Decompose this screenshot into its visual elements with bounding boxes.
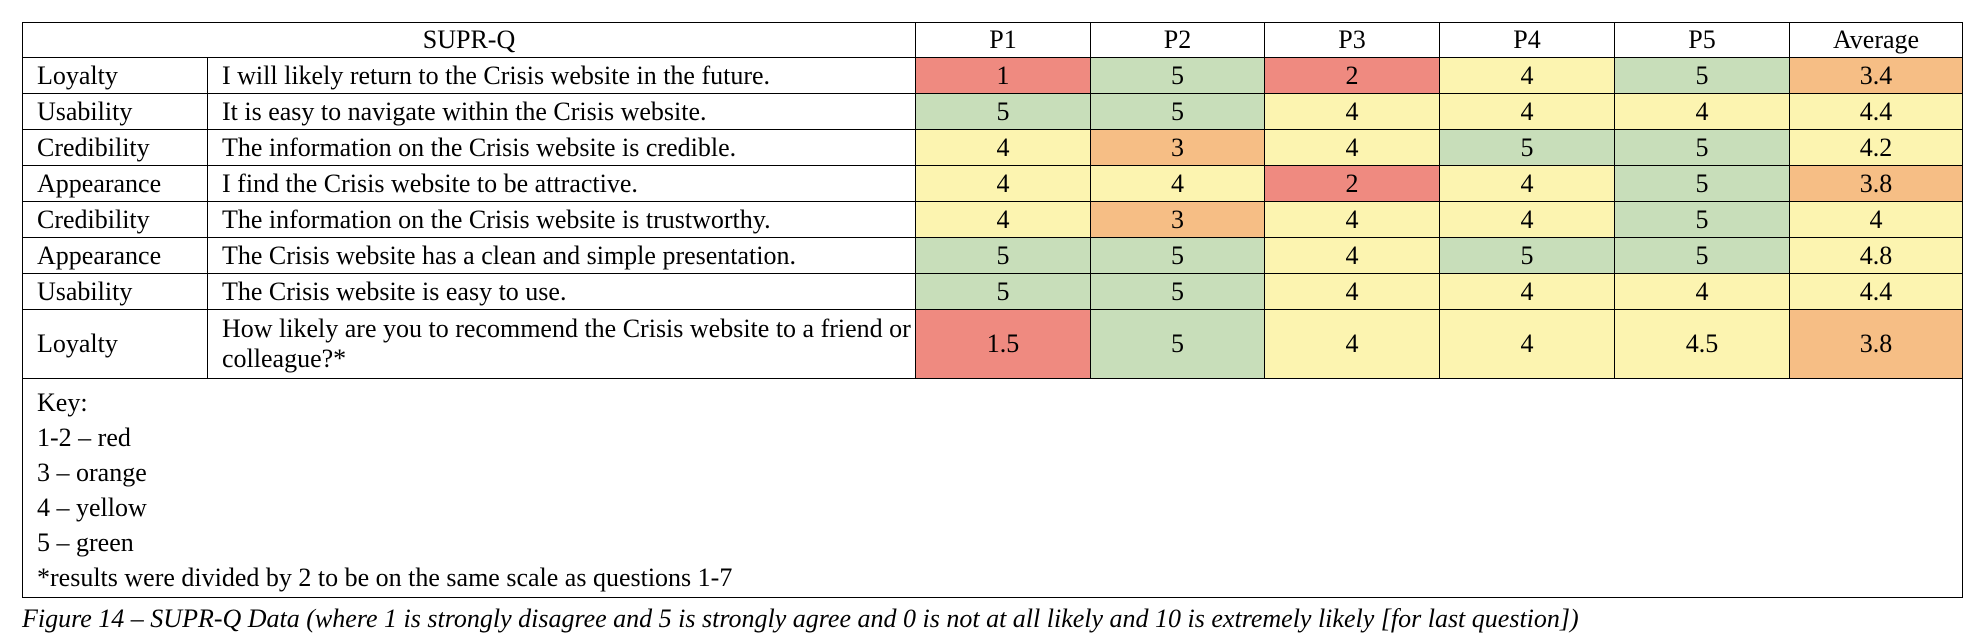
column-header-p1: P1 bbox=[915, 22, 1092, 58]
category-cell: Usability bbox=[22, 273, 208, 310]
header-row: SUPR-Q P1 P2 P3 P4 P5 Average bbox=[21, 22, 1964, 58]
score-cell-p3: 2 bbox=[1264, 165, 1441, 202]
question-cell: The information on the Crisis website is… bbox=[206, 129, 917, 166]
score-cell-average: 4.8 bbox=[1789, 237, 1964, 274]
score-cell-p5: 5 bbox=[1614, 201, 1791, 238]
category-cell: Appearance bbox=[22, 237, 208, 274]
table-row: Usability The Crisis website is easy to u… bbox=[22, 273, 1964, 310]
score-cell-p5: 5 bbox=[1614, 237, 1791, 274]
score-cell-p1: 5 bbox=[915, 237, 1092, 274]
table-row: Usability It is easy to navigate within t… bbox=[22, 93, 1964, 130]
score-cell-p4: 4 bbox=[1439, 201, 1616, 238]
score-cell-average: 4.4 bbox=[1789, 273, 1964, 310]
question-cell: The information on the Crisis website is… bbox=[206, 201, 917, 238]
figure: SUPR-Q P1 P2 P3 P4 P5 Average Loyalty I w… bbox=[21, 22, 1964, 636]
score-cell-average: 3.4 bbox=[1789, 57, 1964, 94]
score-cell-p1: 4 bbox=[915, 201, 1092, 238]
key-line-yellow: 4 – yellow bbox=[37, 493, 147, 522]
question-cell: It is easy to navigate within the Crisis… bbox=[206, 93, 917, 130]
score-cell-p5: 4.5 bbox=[1614, 309, 1791, 379]
column-header-p5: P5 bbox=[1614, 22, 1791, 58]
question-cell: The Crisis website is easy to use. bbox=[206, 273, 917, 310]
category-cell: Loyalty bbox=[22, 309, 208, 379]
score-cell-p3: 4 bbox=[1264, 273, 1441, 310]
category-cell: Credibility bbox=[22, 201, 208, 238]
score-cell-p1: 1 bbox=[915, 57, 1092, 94]
score-cell-p3: 4 bbox=[1264, 93, 1441, 130]
column-header-p2: P2 bbox=[1090, 22, 1266, 58]
score-cell-p1: 5 bbox=[915, 93, 1092, 130]
score-cell-p1: 4 bbox=[915, 165, 1092, 202]
score-cell-p1: 4 bbox=[915, 129, 1092, 166]
score-cell-average: 3.8 bbox=[1789, 309, 1964, 379]
question-cell: How likely are you to recommend the Cris… bbox=[206, 309, 917, 379]
question-cell: The Crisis website has a clean and simpl… bbox=[206, 237, 917, 274]
score-cell-p2: 3 bbox=[1090, 129, 1266, 166]
key-line-green: 5 – green bbox=[37, 528, 134, 557]
category-cell: Credibility bbox=[22, 129, 208, 166]
key-line-orange: 3 – orange bbox=[37, 458, 147, 487]
score-cell-p4: 4 bbox=[1439, 57, 1616, 94]
score-cell-p4: 4 bbox=[1439, 165, 1616, 202]
score-cell-p5: 4 bbox=[1614, 273, 1791, 310]
score-cell-p2: 5 bbox=[1090, 57, 1266, 94]
score-cell-p3: 4 bbox=[1264, 129, 1441, 166]
key-cell: Key: 1-2 – red 3 – orange 4 – yellow 5 –… bbox=[21, 378, 1964, 598]
table-row: Credibility The information on the Crisis… bbox=[22, 201, 1964, 238]
key-line-red: 1-2 – red bbox=[37, 423, 131, 452]
table-row: Credibility The information on the Crisis… bbox=[22, 129, 1964, 166]
key-row: Key: 1-2 – red 3 – orange 4 – yellow 5 –… bbox=[21, 378, 1964, 598]
score-cell-average: 4.2 bbox=[1789, 129, 1964, 166]
column-header-p3: P3 bbox=[1264, 22, 1441, 58]
score-cell-average: 4 bbox=[1789, 201, 1964, 238]
score-cell-p3: 4 bbox=[1264, 309, 1441, 379]
column-header-average: Average bbox=[1789, 22, 1964, 58]
score-cell-average: 4.4 bbox=[1789, 93, 1964, 130]
figure-caption: Figure 14 – SUPR-Q Data (where 1 is stro… bbox=[22, 604, 1579, 633]
score-cell-p2: 5 bbox=[1090, 273, 1266, 310]
score-cell-p4: 4 bbox=[1439, 309, 1616, 379]
key-note: *results were divided by 2 to be on the … bbox=[37, 563, 733, 592]
score-cell-p4: 5 bbox=[1439, 237, 1616, 274]
score-cell-p5: 5 bbox=[1614, 57, 1791, 94]
table-row: Appearance The Crisis website has a clean… bbox=[22, 237, 1964, 274]
score-cell-p5: 4 bbox=[1614, 93, 1791, 130]
key-title: Key: bbox=[37, 388, 88, 417]
score-cell-p2: 5 bbox=[1090, 309, 1266, 379]
score-cell-p1: 1.5 bbox=[915, 309, 1092, 379]
supr-q-table: SUPR-Q P1 P2 P3 P4 P5 Average Loyalty I w… bbox=[21, 22, 1964, 598]
column-header-p4: P4 bbox=[1439, 22, 1616, 58]
score-cell-p3: 2 bbox=[1264, 57, 1441, 94]
category-cell: Usability bbox=[22, 93, 208, 130]
question-cell: I will likely return to the Crisis websi… bbox=[206, 57, 917, 94]
question-cell: I find the Crisis website to be attracti… bbox=[206, 165, 917, 202]
score-cell-average: 3.8 bbox=[1789, 165, 1964, 202]
score-cell-p4: 5 bbox=[1439, 129, 1616, 166]
category-cell: Appearance bbox=[22, 165, 208, 202]
score-cell-p1: 5 bbox=[915, 273, 1092, 310]
score-cell-p4: 4 bbox=[1439, 273, 1616, 310]
score-cell-p5: 5 bbox=[1614, 165, 1791, 202]
table-row: Appearance I find the Crisis website to b… bbox=[22, 165, 1964, 202]
category-cell: Loyalty bbox=[22, 57, 208, 94]
score-cell-p3: 4 bbox=[1264, 237, 1441, 274]
score-cell-p2: 4 bbox=[1090, 165, 1266, 202]
table-row: Loyalty How likely are you to recommend t… bbox=[22, 309, 1964, 379]
score-cell-p3: 4 bbox=[1264, 201, 1441, 238]
score-cell-p5: 5 bbox=[1614, 129, 1791, 166]
score-cell-p4: 4 bbox=[1439, 93, 1616, 130]
score-cell-p2: 5 bbox=[1090, 93, 1266, 130]
table-title: SUPR-Q bbox=[21, 22, 917, 58]
score-cell-p2: 3 bbox=[1090, 201, 1266, 238]
score-cell-p2: 5 bbox=[1090, 237, 1266, 274]
table-row: Loyalty I will likely return to the Crisi… bbox=[22, 57, 1964, 94]
